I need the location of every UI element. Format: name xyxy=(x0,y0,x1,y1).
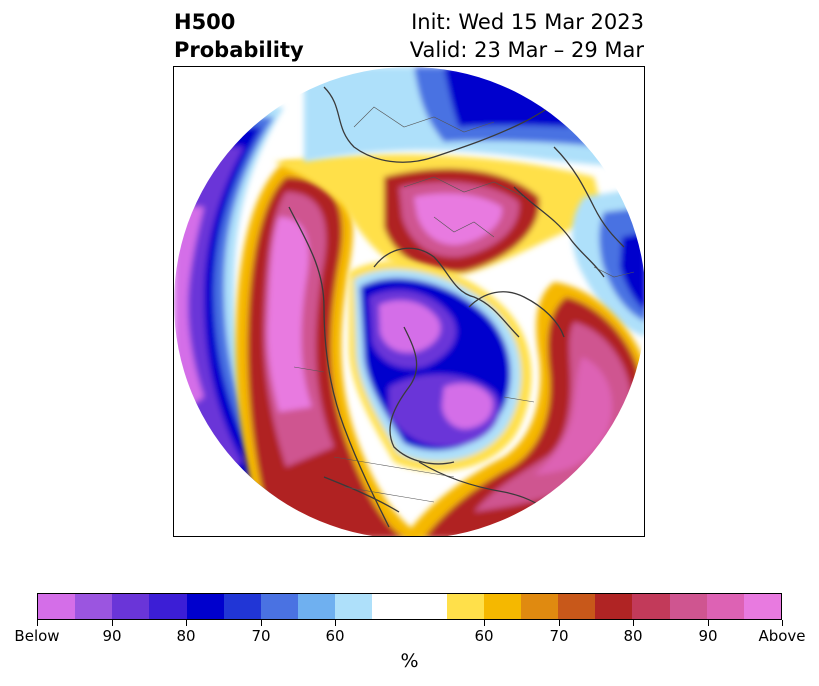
probability-shading xyxy=(174,67,644,536)
colorbar-tick xyxy=(335,620,336,626)
init-time: Init: Wed 15 Mar 2023 xyxy=(411,10,644,34)
title-product: Probability xyxy=(174,38,304,62)
arctic-below-anomaly xyxy=(304,67,644,167)
colorbar-tick xyxy=(708,620,709,626)
colorbar-tick xyxy=(633,620,634,626)
colorbar-segment xyxy=(38,594,76,619)
borders xyxy=(293,106,635,503)
colorbar xyxy=(37,593,782,620)
coastlines xyxy=(288,86,625,528)
colorbar-tick xyxy=(186,620,187,626)
colorbar-tick xyxy=(37,620,38,626)
colorbar-segment xyxy=(706,594,744,619)
polar-map xyxy=(173,66,645,537)
colorbar-tick-label: 90 xyxy=(698,627,718,645)
colorbar-segment xyxy=(335,594,373,619)
colorbar-tick-label: 80 xyxy=(176,627,196,645)
colorbar-segment xyxy=(632,594,670,619)
colorbar-segment xyxy=(372,594,447,619)
colorbar-tick-label: Below xyxy=(14,627,60,645)
colorbar-segment xyxy=(521,594,559,619)
title-variable: H500 xyxy=(174,10,236,34)
colorbar-segment xyxy=(112,594,150,619)
colorbar-tick-label: 60 xyxy=(325,627,345,645)
west-ridge-above-anomaly xyxy=(235,162,434,536)
valid-range: Valid: 23 Mar – 29 Mar xyxy=(409,38,644,62)
colorbar-segment xyxy=(149,594,187,619)
colorbar-segment xyxy=(669,594,707,619)
map-valid-info: Init: Wed 15 Mar 2023 Valid: 23 Mar – 29… xyxy=(410,8,644,64)
colorbar-tick-label: 60 xyxy=(474,627,494,645)
colorbar-segment xyxy=(75,594,113,619)
colorbar-unit-label: % xyxy=(400,650,419,672)
map-title: H500 Probability xyxy=(174,8,304,64)
colorbar-tick xyxy=(782,620,783,626)
asia-above-anomaly xyxy=(274,154,604,278)
colorbar-segment xyxy=(446,594,484,619)
colorbar-tick-label: 70 xyxy=(549,627,569,645)
east-asia-below-anomaly xyxy=(572,187,644,337)
colorbar-segment xyxy=(558,594,596,619)
colorbar-segment xyxy=(483,594,522,619)
colorbar-tick xyxy=(559,620,560,626)
probability-field xyxy=(174,67,644,536)
colorbar-segment xyxy=(595,594,633,619)
colorbar-segment xyxy=(223,594,261,619)
colorbar-tick-label: Above xyxy=(758,627,806,645)
colorbar-segment xyxy=(298,594,336,619)
colorbar-tick xyxy=(484,620,485,626)
colorbar-tick xyxy=(261,620,262,626)
polar-vortex-below-anomaly xyxy=(349,260,532,472)
colorbar-tick-label: 70 xyxy=(251,627,271,645)
colorbar-segment xyxy=(743,594,782,619)
colorbar-segment xyxy=(186,594,224,619)
colorbar-tick-label: 80 xyxy=(623,627,643,645)
colorbar-segment xyxy=(260,594,299,619)
colorbar-tick-label: 90 xyxy=(102,627,122,645)
colorbar-tick xyxy=(112,620,113,626)
